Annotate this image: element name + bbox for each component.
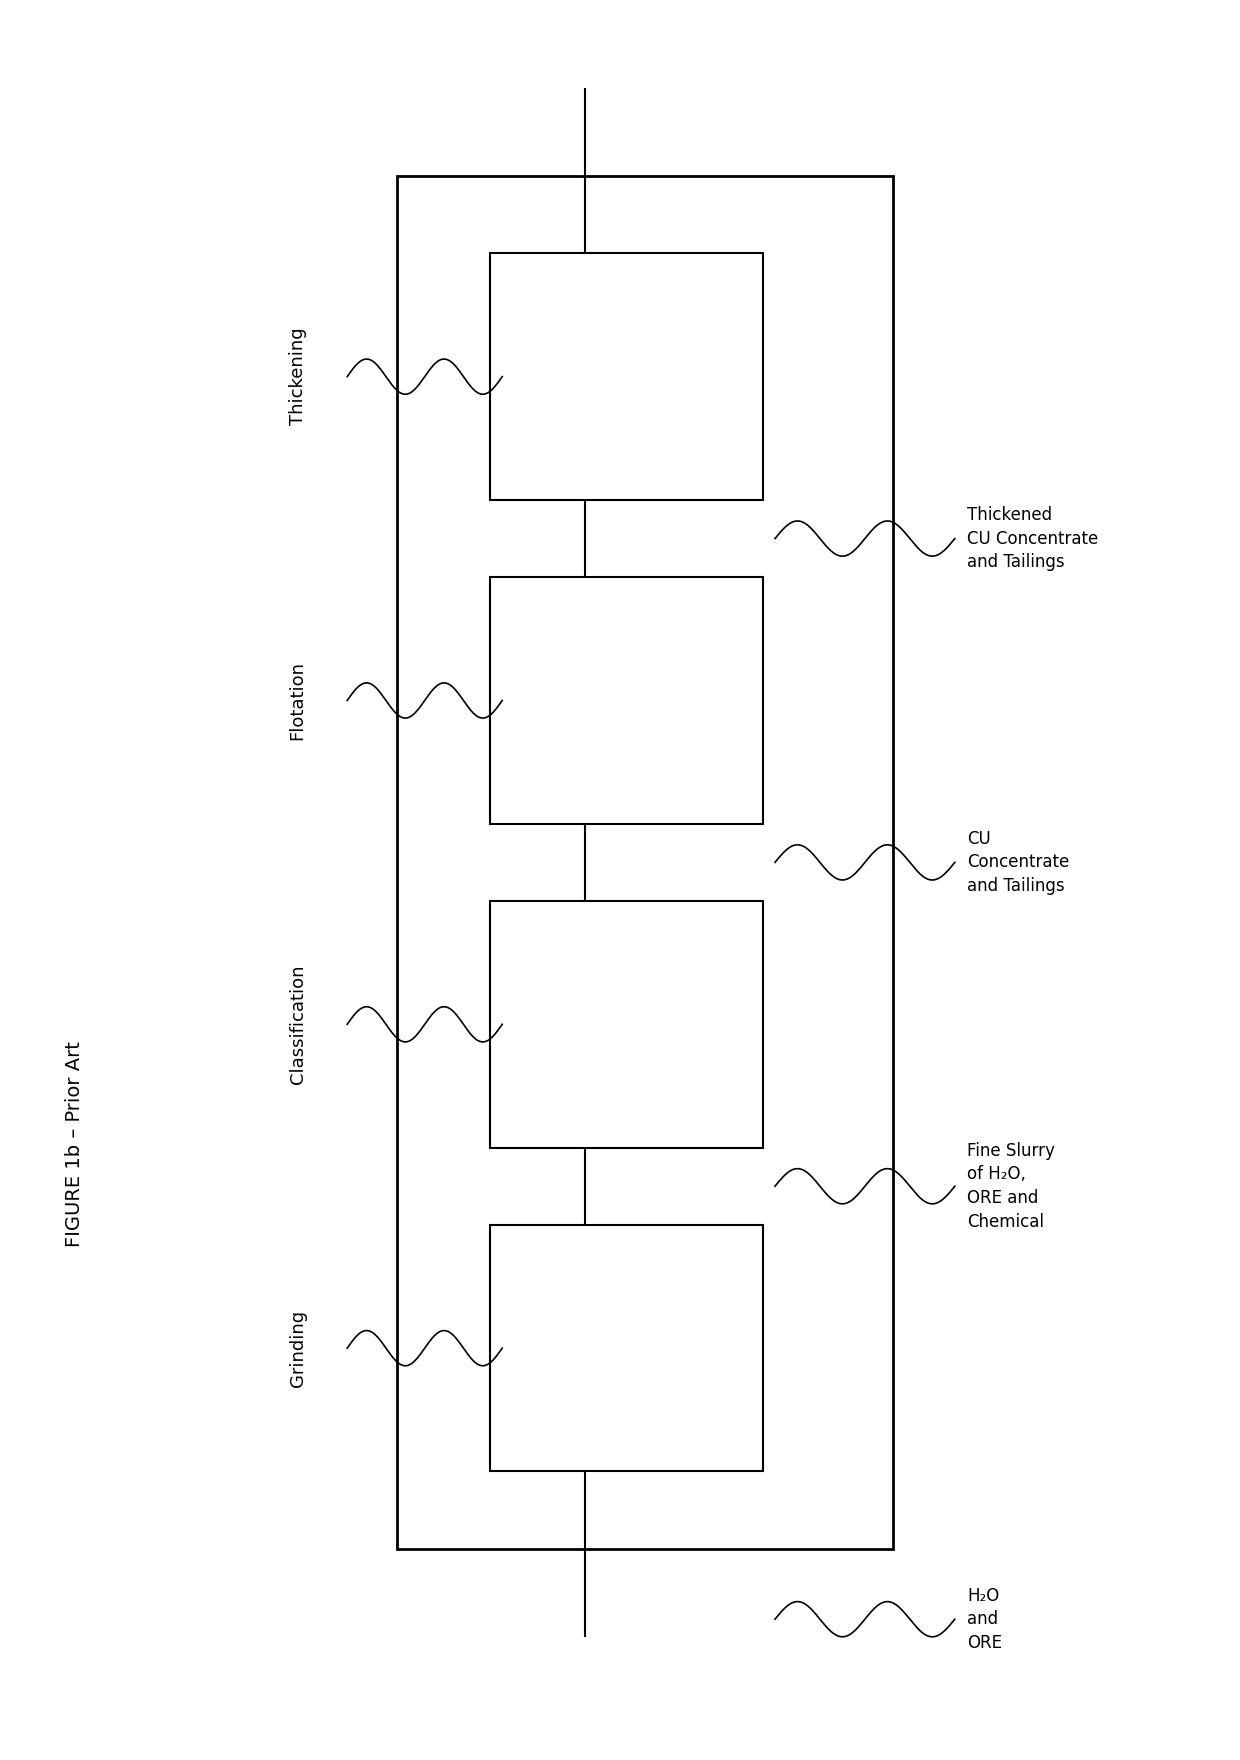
- Text: Flotation: Flotation: [289, 662, 306, 739]
- Bar: [490, 901, 763, 1148]
- Text: Fine Slurry
of H₂O,
ORE and
Chemical: Fine Slurry of H₂O, ORE and Chemical: [967, 1142, 1055, 1230]
- Text: CU
Concentrate
and Tailings: CU Concentrate and Tailings: [967, 829, 1069, 896]
- Bar: [490, 577, 763, 824]
- Text: H₂O
and
ORE: H₂O and ORE: [967, 1586, 1002, 1653]
- Bar: [397, 176, 893, 1549]
- Text: Thickening: Thickening: [289, 327, 306, 426]
- Bar: [490, 253, 763, 500]
- Text: FIGURE 1b – Prior Art: FIGURE 1b – Prior Art: [64, 1042, 84, 1246]
- Text: Thickened
CU Concentrate
and Tailings: Thickened CU Concentrate and Tailings: [967, 505, 1099, 572]
- Bar: [490, 1225, 763, 1471]
- Text: Grinding: Grinding: [289, 1309, 306, 1387]
- Text: Classification: Classification: [289, 964, 306, 1084]
